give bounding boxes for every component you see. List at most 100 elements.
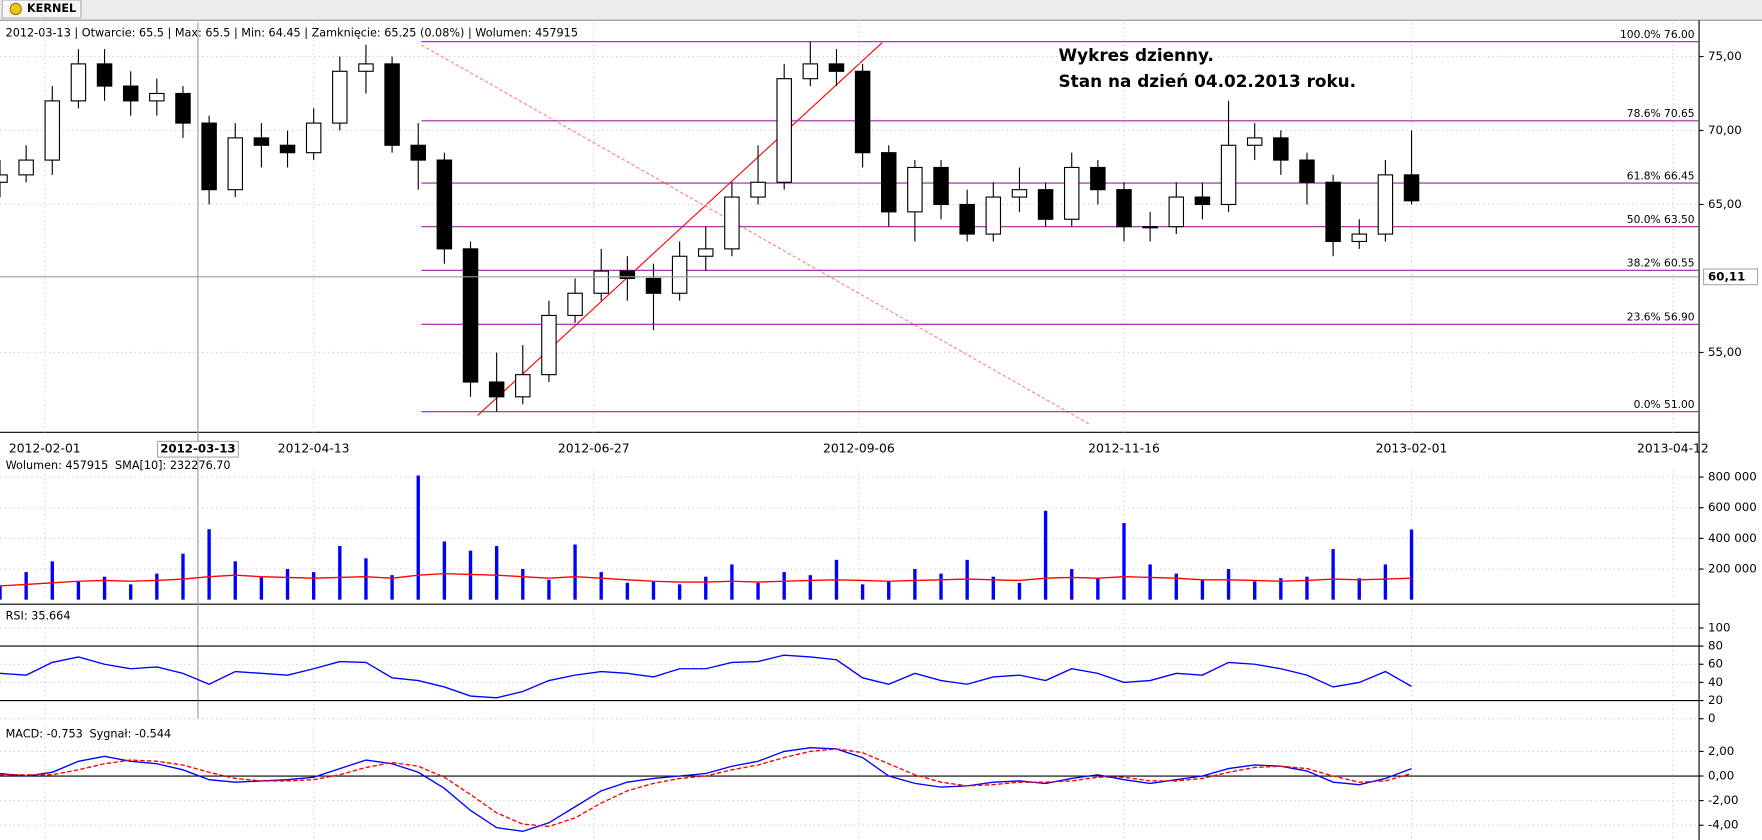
tab-bar [0, 0, 1762, 20]
candle-body [1377, 174, 1394, 235]
x-tick-label: 2012-06-27 [558, 442, 630, 456]
volume-bar [599, 572, 603, 600]
volume-bar [625, 582, 630, 600]
x-tick-label: 2012-02-01 [9, 442, 81, 456]
volume-bar [1096, 578, 1100, 600]
candle-body [515, 374, 531, 398]
volume-bar [338, 546, 342, 600]
candle-body [828, 63, 845, 72]
candle-body [880, 152, 897, 213]
volume-bar [1122, 523, 1126, 600]
volume-bar [1017, 582, 1022, 600]
y-tick-label: 75,00 [1708, 49, 1742, 63]
volume-bar [259, 576, 264, 600]
candle-body [201, 122, 217, 191]
volume-bar [24, 572, 28, 600]
annotation: Stan na dzień 04.02.2013 roku. [1059, 71, 1357, 91]
candle-body [1142, 226, 1158, 229]
candle-body [567, 292, 583, 317]
candle-body [462, 248, 479, 383]
candle-body [985, 196, 1002, 235]
candle-body [384, 63, 400, 146]
candle-body [436, 159, 453, 250]
candle-body [227, 137, 244, 191]
candle-body [1325, 181, 1341, 243]
x-tick-label: 2012-04-13 [278, 442, 350, 456]
candle-body [1403, 174, 1420, 202]
y-tick-label: 100 [1708, 620, 1731, 634]
y-tick-label: 40 [1708, 675, 1723, 689]
y-tick-label: 2,00 [1708, 744, 1734, 758]
candle-body [1194, 196, 1211, 206]
level-label: 50.0% 63.50 [1627, 213, 1695, 226]
candle-body [70, 63, 87, 102]
candle-body [698, 248, 714, 257]
tab[interactable] [1, 0, 82, 19]
volume-bar [913, 569, 917, 600]
y-tick-label: 0 [1708, 711, 1716, 725]
series-line [0, 748, 1412, 828]
volume-bar [782, 572, 786, 600]
volume-bar [677, 584, 682, 600]
volume-bar [1043, 510, 1048, 600]
level-label: 23.6% 56.90 [1627, 311, 1695, 324]
y-tick-label: 70,00 [1708, 123, 1742, 137]
trend-line [477, 42, 883, 416]
candle-body [1063, 166, 1080, 220]
candle-body [593, 270, 609, 294]
candle-body [1168, 196, 1185, 228]
candle-body [907, 166, 923, 213]
y-tick-label: -4,00 [1708, 818, 1738, 832]
legend-label: Wolumen: 457915 [6, 459, 109, 472]
level-label: 100.0% 76.00 [1620, 28, 1695, 41]
y-tick-label: 400 000 [1708, 531, 1757, 545]
candle-body [750, 181, 766, 198]
level-label: 78.6% 70.65 [1627, 107, 1695, 120]
crosshair-x-label: 2012-03-13 [160, 442, 235, 456]
volume-bar [416, 475, 420, 600]
x-tick-label: 2012-09-06 [823, 442, 895, 456]
volume-bar [311, 572, 316, 600]
legend-label: Sygnał: -0.544 [90, 727, 172, 740]
volume-bar [364, 558, 368, 600]
volume-bar [1200, 579, 1205, 600]
volume-bar [991, 576, 995, 600]
candle-body [358, 63, 374, 72]
y-tick-label: 600 000 [1708, 500, 1757, 514]
legend-label: MACD: -0.753 [6, 727, 83, 740]
volume-bar [651, 581, 656, 600]
volume-bar [730, 564, 734, 600]
level-label: 61.8% 66.45 [1627, 169, 1695, 182]
y-tick-label: 0,00 [1708, 769, 1734, 783]
tab-label: KERNEL [27, 2, 76, 15]
candle-body [933, 166, 949, 206]
volume-bar [939, 573, 943, 600]
candle-body [175, 92, 191, 124]
level-label: 0.0% 51.00 [1634, 398, 1695, 411]
candle-body [1299, 159, 1315, 183]
candle-body [776, 78, 792, 183]
volume-bar [1383, 564, 1388, 600]
candle-body [671, 255, 688, 294]
y-tick-label: 20 [1708, 693, 1723, 707]
volume-bar [860, 584, 865, 600]
volume-bar [155, 573, 159, 600]
volume-bar [704, 576, 708, 600]
legend-label: RSI: 35.664 [6, 610, 71, 623]
volume-bar [887, 581, 891, 600]
volume-bar [573, 544, 577, 600]
volume-bar [181, 553, 185, 600]
candle-body [410, 144, 426, 161]
candle-body [802, 63, 819, 80]
candle-body [959, 203, 975, 235]
series-line [0, 747, 1412, 833]
volume-bar [756, 582, 760, 600]
tab-icon [9, 2, 22, 16]
candle-body [488, 381, 505, 398]
candle-body [253, 137, 270, 146]
volume-bar [129, 584, 133, 600]
crosshair-x-box [156, 440, 239, 458]
volume-bar [808, 575, 813, 600]
volume-bar [965, 559, 969, 600]
volume-bar [1253, 581, 1257, 600]
